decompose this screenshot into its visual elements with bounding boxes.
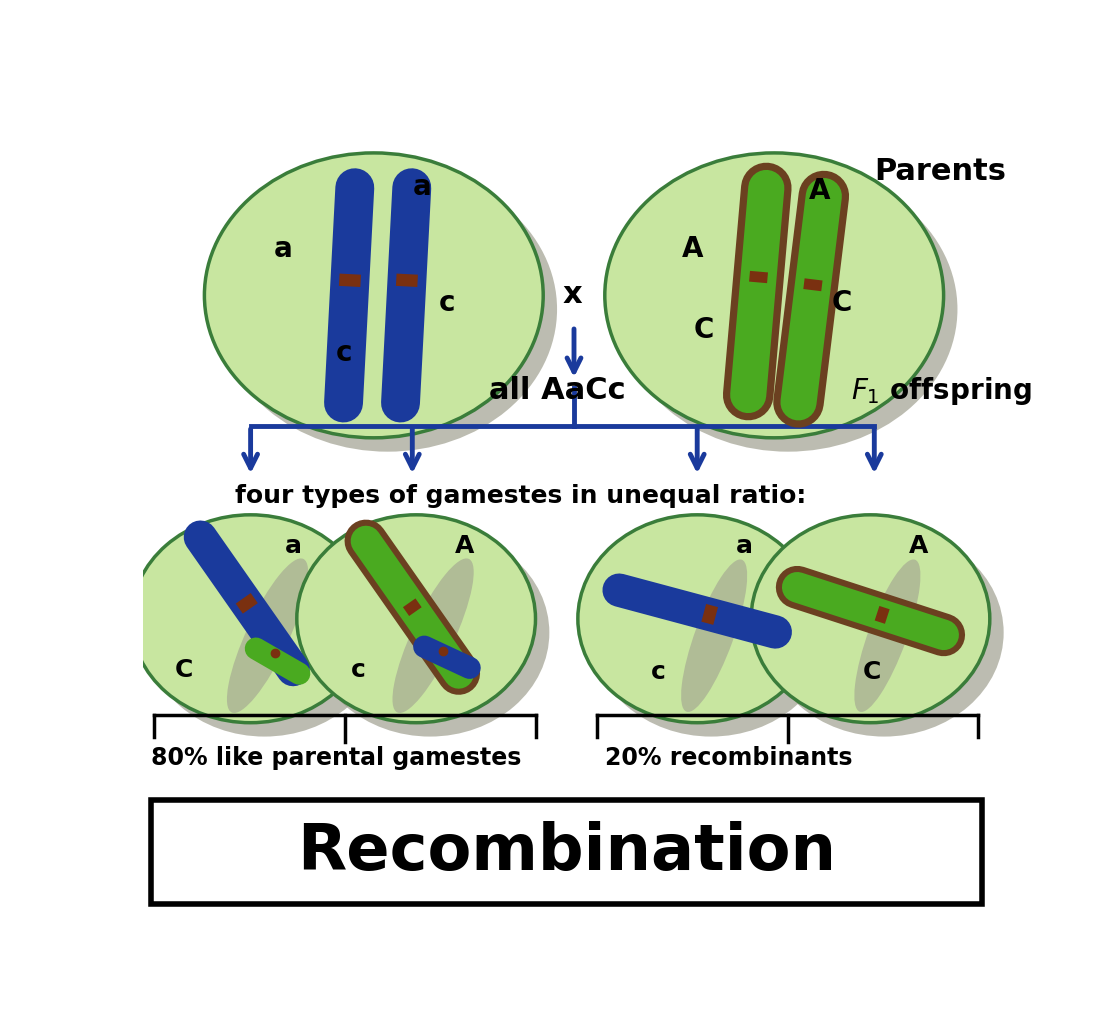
Text: four types of gamestes in unequal ratio:: four types of gamestes in unequal ratio: <box>235 484 806 508</box>
Ellipse shape <box>765 528 1004 736</box>
Text: c: c <box>439 289 456 316</box>
Ellipse shape <box>131 515 370 723</box>
Ellipse shape <box>591 528 830 736</box>
Ellipse shape <box>227 558 308 713</box>
Ellipse shape <box>392 558 474 713</box>
Text: A: A <box>909 535 928 558</box>
Ellipse shape <box>310 528 549 736</box>
Text: a: a <box>273 234 292 263</box>
Text: c: c <box>351 657 365 682</box>
Text: Parents: Parents <box>875 157 1006 186</box>
Ellipse shape <box>681 559 747 712</box>
Ellipse shape <box>605 153 943 438</box>
Ellipse shape <box>218 167 557 452</box>
Text: A: A <box>455 535 474 558</box>
Ellipse shape <box>752 515 990 723</box>
Text: C: C <box>693 315 713 344</box>
Ellipse shape <box>578 515 816 723</box>
Text: a: a <box>286 535 302 558</box>
Text: a: a <box>412 173 431 202</box>
Text: $F_1$ offspring: $F_1$ offspring <box>851 376 1032 408</box>
Text: C: C <box>832 289 852 316</box>
Ellipse shape <box>855 559 921 712</box>
Text: 80% like parental gamestes: 80% like parental gamestes <box>150 746 521 770</box>
Text: c: c <box>335 339 352 367</box>
Text: 20% recombinants: 20% recombinants <box>605 746 852 770</box>
Text: A: A <box>682 234 703 263</box>
Ellipse shape <box>205 153 543 438</box>
Ellipse shape <box>618 167 958 452</box>
Text: c: c <box>651 659 666 684</box>
Text: Recombination: Recombination <box>297 820 836 883</box>
Ellipse shape <box>297 515 535 723</box>
Text: A: A <box>809 177 830 205</box>
Text: all AaCc: all AaCc <box>489 376 626 406</box>
Text: a: a <box>736 535 753 558</box>
Ellipse shape <box>146 528 384 736</box>
Text: x: x <box>562 280 582 309</box>
FancyBboxPatch shape <box>150 800 982 903</box>
Text: C: C <box>175 657 194 682</box>
Text: C: C <box>862 659 881 684</box>
